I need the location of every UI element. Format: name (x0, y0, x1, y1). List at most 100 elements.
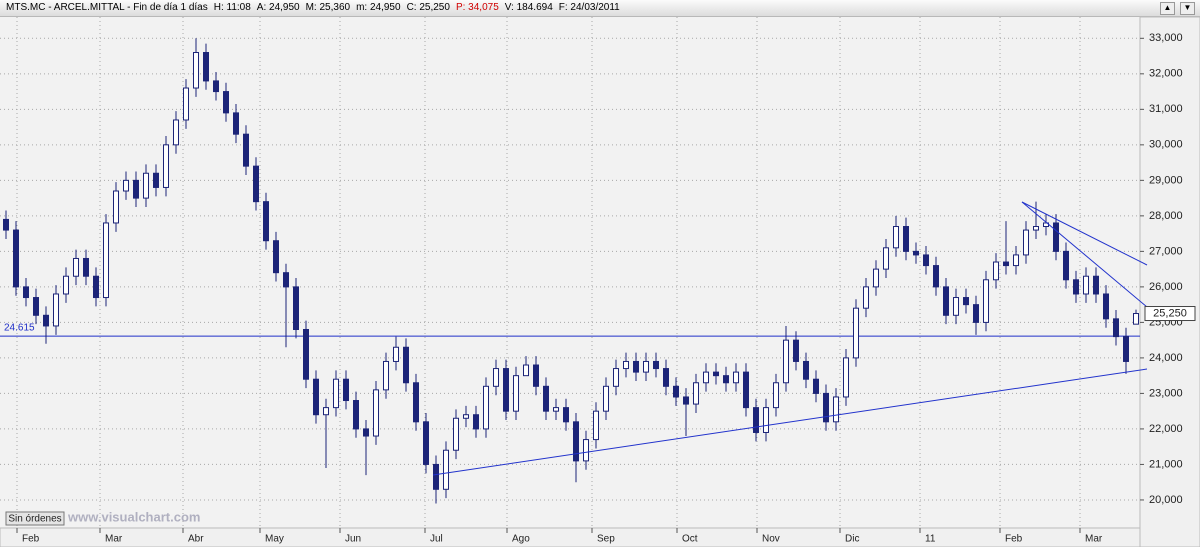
candle-body (853, 307, 859, 359)
candle-body (683, 396, 689, 405)
candle-body (1093, 275, 1099, 295)
candle-body (123, 179, 129, 192)
candle-body (423, 421, 429, 465)
candle-body (483, 385, 489, 430)
candle-body (543, 385, 549, 412)
candle-body (1073, 279, 1079, 295)
candle-body (53, 293, 59, 327)
candle-body (953, 297, 959, 316)
candle-body (353, 400, 359, 430)
candle-body (273, 240, 279, 274)
candle-body (773, 382, 779, 409)
candle-body (1123, 336, 1129, 362)
last-price-box (1144, 306, 1196, 322)
candle-body (573, 421, 579, 462)
y-tick-label: 31,000 (1149, 103, 1183, 115)
candle-body (1023, 229, 1029, 256)
candle-body (623, 360, 629, 370)
header-field: P: 34,075 (455, 2, 499, 13)
y-tick-label: 30,000 (1149, 139, 1183, 151)
candle-body (843, 357, 849, 398)
candle-body (233, 112, 239, 135)
plot-area (0, 17, 1140, 528)
candle-body (663, 368, 669, 387)
header-field: m: 24,950 (356, 2, 401, 13)
y-tick-label: 29,000 (1149, 174, 1183, 186)
candle-body (433, 463, 439, 490)
candle-body (3, 218, 9, 231)
candle-body (253, 165, 259, 203)
candle-body (323, 407, 329, 416)
candle-body (533, 364, 539, 387)
candle-body (933, 265, 939, 288)
candle-body (83, 257, 89, 277)
y-tick-label: 27,000 (1149, 245, 1183, 257)
candle-body (293, 286, 299, 330)
x-tick-label: Jul (430, 534, 443, 545)
x-tick-label: Mar (105, 534, 123, 545)
trend-line (432, 368, 1148, 476)
candle-body (1083, 275, 1089, 295)
y-tick-label: 20,000 (1149, 494, 1183, 506)
candle-body (363, 428, 369, 437)
candle-body (173, 119, 179, 146)
scroll-button[interactable]: ▼ (1180, 2, 1195, 15)
candle-body (563, 407, 569, 423)
candle-body (113, 190, 119, 224)
candle-body (983, 279, 989, 323)
candle-body (923, 254, 929, 267)
candle-body (73, 257, 79, 277)
candle-body (523, 364, 529, 377)
orders-button-label[interactable]: Sin órdenes (8, 514, 61, 525)
x-tick-label: Mar (1085, 534, 1103, 545)
candle-body (583, 439, 589, 462)
candle-body (143, 172, 149, 199)
candle-body (93, 275, 99, 299)
candle-body (333, 378, 339, 409)
candle-body (713, 371, 719, 377)
candle-body (943, 286, 949, 316)
candle-body (1003, 261, 1009, 267)
x-axis-area (0, 527, 1141, 547)
level-label: 24.615 (4, 323, 35, 334)
candle-body (263, 201, 269, 242)
candle-body (673, 385, 679, 398)
candle-body (1033, 226, 1039, 231)
candle-body (503, 368, 509, 412)
orders-button[interactable] (5, 511, 65, 526)
y-tick-label: 23,000 (1149, 387, 1183, 399)
x-tick-label: Dic (845, 534, 859, 545)
scroll-button[interactable]: ▲ (1160, 2, 1175, 15)
candle-body (743, 371, 749, 409)
candle-body (153, 172, 159, 188)
candle-body (593, 410, 599, 441)
candle-body (833, 396, 839, 423)
candle-body (803, 360, 809, 380)
candle-body (643, 360, 649, 373)
x-tick-label: Nov (762, 534, 780, 545)
candle-body (723, 375, 729, 384)
candle-body (203, 52, 209, 82)
header-field: A: 24,950 (256, 2, 300, 13)
x-tick-label: Feb (22, 534, 40, 545)
candle-body (23, 286, 29, 299)
candle-body (193, 52, 199, 89)
x-tick-label: Feb (1005, 534, 1023, 545)
candle-body (793, 339, 799, 362)
y-axis-area (1139, 16, 1200, 547)
header-field: F: 24/03/2011 (558, 2, 620, 13)
candle-body (693, 382, 699, 405)
candle-body (223, 91, 229, 114)
candle-body (963, 297, 969, 306)
candle-body (1103, 293, 1109, 320)
candle-body (463, 414, 469, 419)
candle-body (903, 226, 909, 252)
x-tick-label: Sep (597, 534, 615, 545)
header-field: M: 25,360 (305, 2, 351, 13)
candle-body (493, 368, 499, 387)
trend-line (1021, 201, 1148, 266)
candle-body (43, 314, 49, 327)
y-tick-label: 28,000 (1149, 210, 1183, 222)
